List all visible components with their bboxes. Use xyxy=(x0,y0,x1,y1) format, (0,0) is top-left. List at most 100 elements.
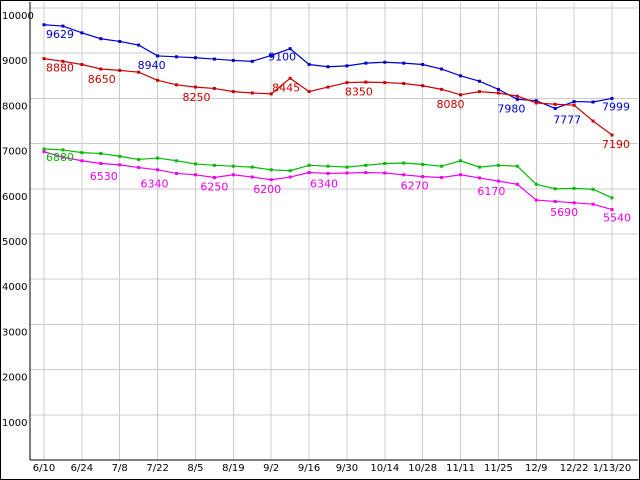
data-point-marker-magenta xyxy=(80,159,84,163)
data-label: 5690 xyxy=(550,206,578,219)
data-point-marker-magenta xyxy=(156,168,160,172)
x-tick-label: 6/10 xyxy=(33,463,55,474)
x-tick-label: 8/19 xyxy=(222,463,244,474)
data-point-marker-red xyxy=(440,87,444,91)
data-point-marker-magenta xyxy=(364,171,368,175)
data-point-marker-blue xyxy=(137,43,141,47)
y-tick-label: 4000 xyxy=(2,282,27,293)
data-label: 6530 xyxy=(90,170,118,183)
x-tick-label: 10/14 xyxy=(370,463,399,474)
y-tick-label: 1000 xyxy=(2,418,27,429)
data-label: 6340 xyxy=(310,177,338,190)
data-point-marker-magenta xyxy=(610,208,614,212)
data-point-marker-blue xyxy=(156,54,160,58)
data-point-marker-green xyxy=(364,163,368,167)
y-tick-label: 2000 xyxy=(2,373,27,384)
data-point-marker-green xyxy=(118,154,122,158)
data-point-marker-blue xyxy=(326,65,330,69)
data-point-marker-red xyxy=(496,91,500,95)
data-point-marker-red xyxy=(137,70,141,74)
x-tick-label: 9/16 xyxy=(298,463,320,474)
data-point-marker-blue xyxy=(459,74,463,78)
data-point-marker-magenta xyxy=(250,175,254,179)
data-point-marker-blue xyxy=(402,61,406,65)
data-point-marker-red xyxy=(364,80,368,84)
data-point-marker-blue xyxy=(421,63,425,66)
data-point-marker-magenta xyxy=(137,166,141,170)
x-tick-label: 8/5 xyxy=(187,463,203,474)
data-point-marker-magenta xyxy=(99,161,103,165)
data-point-marker-red xyxy=(61,59,65,63)
data-point-marker-blue xyxy=(364,61,368,65)
data-point-marker-green xyxy=(459,159,463,163)
data-point-marker-red xyxy=(288,76,292,80)
y-tick-label: 7000 xyxy=(2,147,27,158)
data-point-marker-blue xyxy=(534,99,538,103)
data-point-marker-magenta xyxy=(515,182,519,186)
data-point-marker-green xyxy=(175,159,179,163)
data-point-marker-green xyxy=(421,162,425,166)
data-label: 8350 xyxy=(345,86,373,99)
data-point-marker-magenta xyxy=(231,173,235,177)
data-point-marker-red xyxy=(175,83,179,87)
data-point-marker-red xyxy=(326,85,330,89)
data-label: 8880 xyxy=(46,62,74,75)
data-point-marker-blue xyxy=(553,106,557,110)
data-point-marker-blue xyxy=(61,24,65,28)
data-label: 6170 xyxy=(477,185,505,198)
data-point-marker-red xyxy=(345,81,349,85)
data-label: 8250 xyxy=(182,91,210,104)
x-tick-label: 9/30 xyxy=(336,463,358,474)
data-point-marker-red xyxy=(572,103,576,107)
y-tick-label: 9000 xyxy=(2,56,27,67)
data-point-marker-red xyxy=(42,57,46,61)
data-point-marker-red xyxy=(553,102,557,106)
data-point-marker-magenta xyxy=(175,171,179,175)
data-label: 8445 xyxy=(272,81,300,94)
data-point-marker-green xyxy=(307,163,311,167)
data-point-marker-red xyxy=(515,94,519,98)
data-point-marker-red xyxy=(156,78,160,82)
data-point-marker-green xyxy=(383,161,387,165)
data-point-marker-magenta xyxy=(193,173,197,177)
data-point-marker-magenta xyxy=(553,199,557,203)
y-tick-label: 10000 xyxy=(2,11,34,22)
data-point-marker-magenta xyxy=(440,176,444,179)
data-point-marker-green xyxy=(345,165,349,169)
data-point-marker-green xyxy=(440,164,444,168)
data-point-marker-magenta xyxy=(421,175,425,179)
x-tick-label: 1/13/20 xyxy=(593,463,632,474)
data-point-marker-blue xyxy=(212,57,216,61)
data-point-marker-green xyxy=(591,187,595,191)
x-tick-label: 9/2 xyxy=(263,463,279,474)
x-tick-label: 7/8 xyxy=(112,463,128,474)
data-label: 7999 xyxy=(602,100,630,113)
data-point-marker-red xyxy=(421,84,425,88)
x-tick-label: 11/11 xyxy=(446,463,475,474)
data-point-marker-magenta xyxy=(459,173,463,177)
data-point-marker-magenta xyxy=(345,171,349,175)
y-tick-label: 6000 xyxy=(2,192,27,203)
data-point-marker-red xyxy=(477,90,481,94)
data-point-marker-magenta xyxy=(307,171,311,175)
data-point-marker-blue xyxy=(383,60,387,64)
data-point-marker-magenta xyxy=(61,155,65,159)
data-point-marker-blue xyxy=(572,100,576,104)
data-point-marker-red xyxy=(383,81,387,85)
data-point-marker-green xyxy=(42,147,46,151)
data-point-marker-blue xyxy=(307,63,311,66)
data-point-marker-magenta xyxy=(383,171,387,175)
data-point-marker-magenta xyxy=(572,201,576,205)
x-tick-label: 11/25 xyxy=(484,463,513,474)
data-point-marker-blue xyxy=(610,96,614,100)
data-point-marker-red xyxy=(402,81,406,85)
data-point-marker-blue xyxy=(345,64,349,68)
data-point-marker-red xyxy=(307,90,311,94)
x-tick-label: 10/28 xyxy=(408,463,437,474)
data-point-marker-green xyxy=(515,164,519,168)
data-point-marker-red xyxy=(250,91,254,95)
data-label: 6340 xyxy=(141,177,169,190)
x-tick-label: 12/22 xyxy=(560,463,589,474)
data-label: 6880 xyxy=(46,151,74,164)
